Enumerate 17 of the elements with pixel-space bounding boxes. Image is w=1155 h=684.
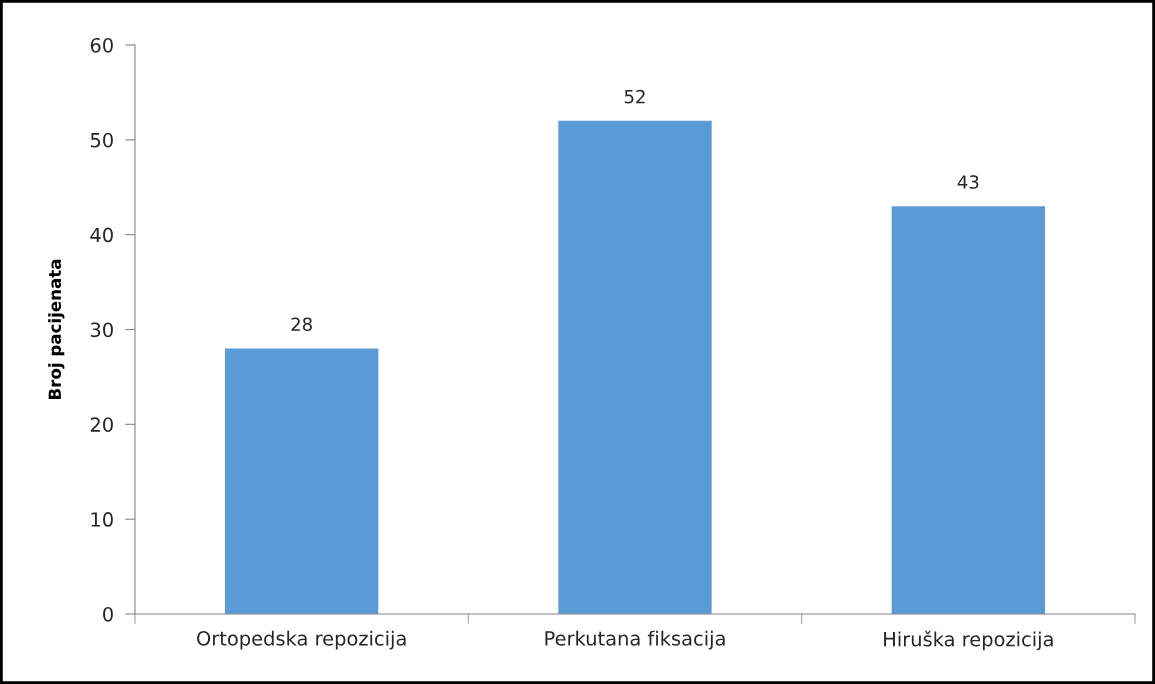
- y-tick-label: 60: [90, 37, 113, 53]
- x-tick-label: Ortopedska repozicija: [197, 630, 406, 650]
- bar: [558, 120, 712, 614]
- y-axis-title: Broj pacijenata: [48, 259, 65, 399]
- x-tick-label: Perkutana fiksacija: [545, 630, 725, 650]
- y-tick-label: 50: [90, 132, 113, 148]
- y-tick-label: 10: [91, 512, 113, 527]
- y-tick-label: 0: [103, 606, 113, 622]
- data-label: 28: [291, 317, 312, 332]
- bar: [225, 348, 379, 614]
- y-tick-label: 30: [90, 322, 113, 338]
- data-label: 43: [957, 175, 979, 189]
- y-tick-label: 40: [90, 227, 113, 243]
- x-tick-label: Hiruška repozicija: [884, 630, 1053, 651]
- y-tick-label: 20: [90, 417, 113, 432]
- data-label: 52: [624, 89, 645, 104]
- bar: [891, 206, 1045, 614]
